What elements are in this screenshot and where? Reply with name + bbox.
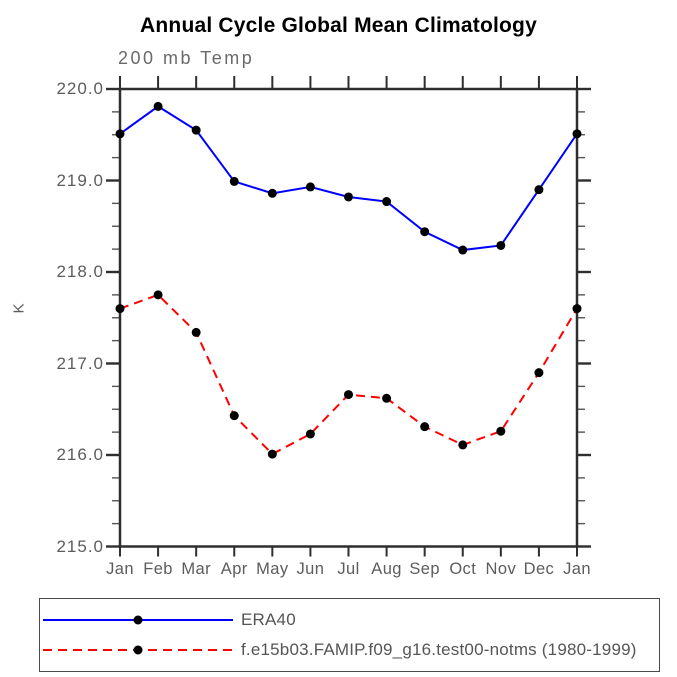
data-point-marker — [382, 197, 392, 207]
data-point-marker — [496, 426, 506, 436]
y-tick-label: 220.0 — [56, 79, 104, 98]
data-point-marker — [191, 125, 201, 135]
data-point-marker — [458, 440, 468, 450]
data-point-marker — [344, 192, 353, 202]
x-tick-label: May — [256, 559, 289, 578]
data-point-marker — [305, 429, 315, 439]
y-tick-label: 218.0 — [56, 262, 104, 281]
x-tick-label: Mar — [181, 559, 211, 578]
x-tick-label: Apr — [220, 559, 248, 578]
legend-label-model: f.e15b03.FAMIP.f09_g16.test00-notms (198… — [241, 640, 637, 659]
data-point-marker — [191, 327, 201, 337]
data-point-marker — [115, 129, 125, 139]
data-point-marker — [153, 290, 163, 300]
y-tick-label: 215.0 — [56, 536, 104, 556]
series-line-1 — [119, 293, 578, 456]
data-point-marker — [305, 182, 315, 192]
legend-item-model: f.e15b03.FAMIP.f09_g16.test00-notms (198… — [40, 636, 659, 664]
x-tick-label: Jan — [106, 559, 134, 578]
y-tick-label: 217.0 — [56, 353, 104, 373]
plot-frame — [118, 87, 579, 548]
data-point-marker — [153, 101, 163, 111]
data-point-marker — [115, 304, 125, 314]
data-point-marker — [267, 188, 277, 198]
data-point-marker — [458, 245, 468, 255]
x-tick-label: Oct — [449, 559, 477, 578]
x-tick-label: Jul — [337, 559, 360, 578]
data-point-marker — [229, 176, 239, 186]
chart-title: Annual Cycle Global Mean Climatology — [140, 14, 537, 37]
y-tick-label: 219.0 — [56, 170, 104, 190]
data-point-marker — [572, 129, 582, 139]
x-tick-label: Feb — [143, 559, 173, 578]
x-tick-label: Nov — [485, 559, 517, 578]
data-point-marker — [229, 411, 239, 421]
x-tick-label: Dec — [523, 559, 555, 578]
data-point-marker — [534, 368, 544, 378]
chart-subtitle: 200 mb Temp — [118, 48, 255, 68]
data-point-marker — [534, 185, 544, 195]
series-line-0 — [119, 105, 578, 252]
legend: ERA40 f.e15b03.FAMIP.f09_g16.test00-notm… — [39, 598, 660, 672]
x-tick-label: Aug — [371, 559, 402, 578]
data-point-marker — [382, 393, 392, 403]
y-tick-label: 216.0 — [56, 445, 104, 464]
data-point-marker — [420, 227, 430, 237]
legend-item-era40: ERA40 — [40, 606, 659, 634]
x-tick-label: Jan — [563, 559, 591, 578]
data-point-marker — [496, 240, 506, 250]
data-point-marker — [420, 422, 430, 432]
data-point-marker — [572, 304, 582, 314]
data-point-marker — [267, 449, 277, 459]
data-point-marker — [344, 390, 353, 400]
legend-line-sample-dashed-icon — [43, 645, 233, 655]
x-tick-label: Sep — [409, 559, 440, 578]
legend-line-sample-solid-icon — [43, 615, 233, 625]
x-tick-label: Jun — [296, 559, 325, 578]
legend-label-era40: ERA40 — [241, 610, 296, 629]
